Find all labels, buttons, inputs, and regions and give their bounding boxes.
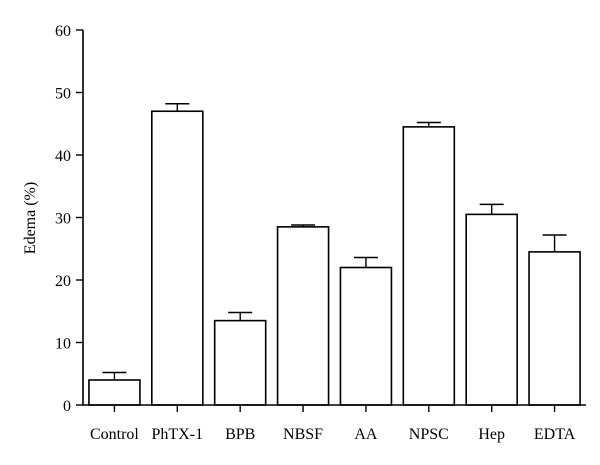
y-tick-label: 40 bbox=[55, 148, 71, 165]
bar-nbsf bbox=[276, 226, 330, 406]
bar-hep bbox=[465, 213, 518, 406]
y-tick-label: 50 bbox=[55, 86, 71, 103]
bar-edta bbox=[528, 251, 581, 406]
y-axis-label: Edema (%) bbox=[22, 182, 39, 254]
y-tick-label: 10 bbox=[55, 336, 71, 353]
x-tick-label: PhTX-1 bbox=[152, 426, 204, 443]
x-tick-label: BPB bbox=[225, 426, 255, 443]
x-tick-label: Control bbox=[90, 426, 139, 443]
x-tick-label: AA bbox=[354, 426, 378, 443]
bar-npsc bbox=[402, 126, 456, 406]
y-tick-label: 60 bbox=[55, 23, 71, 40]
x-tick-label: NPSC bbox=[409, 426, 449, 443]
bars bbox=[88, 110, 581, 406]
bar-aa bbox=[339, 266, 393, 406]
x-axis-ticks: Control PhTX-1 BPB NBSF AA NPSC Hep EDTA bbox=[90, 405, 576, 443]
x-tick-label: Hep bbox=[478, 426, 505, 443]
error-bars bbox=[102, 103, 567, 380]
y-axis-ticks: 0 10 20 30 40 50 60 bbox=[55, 23, 83, 415]
y-tick-label: 20 bbox=[55, 273, 71, 290]
y-tick-label: 0 bbox=[63, 398, 71, 415]
x-tick-label: EDTA bbox=[534, 426, 576, 443]
bar-bpb bbox=[213, 319, 267, 406]
bar-phtx-1 bbox=[151, 110, 204, 406]
bar-control bbox=[88, 379, 141, 406]
x-tick-label: NBSF bbox=[283, 426, 323, 443]
y-tick-label: 30 bbox=[55, 211, 71, 228]
